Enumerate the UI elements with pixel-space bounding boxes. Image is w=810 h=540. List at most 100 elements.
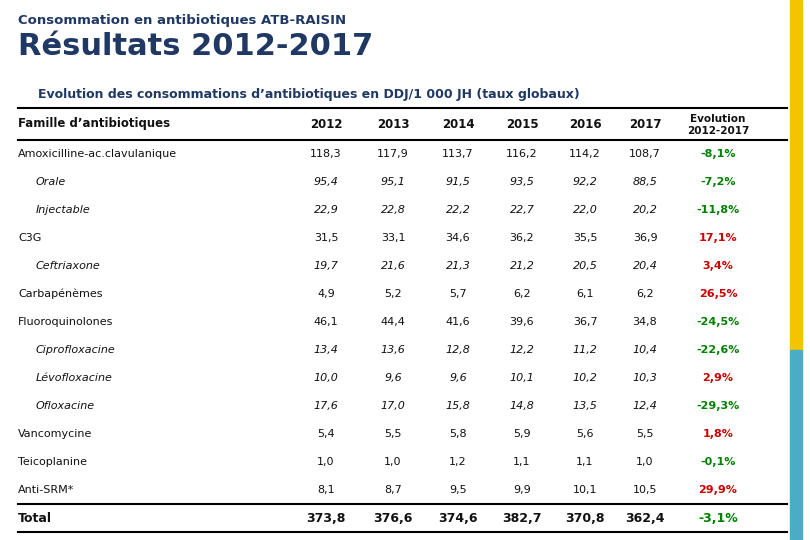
- Text: Résultats 2012-2017: Résultats 2012-2017: [18, 32, 373, 61]
- Text: Ofloxacine: Ofloxacine: [36, 401, 95, 411]
- Text: 20,2: 20,2: [633, 205, 658, 215]
- Text: -3,1%: -3,1%: [698, 511, 738, 524]
- Text: 374,6: 374,6: [438, 511, 478, 524]
- Text: Evolution des consommations d’antibiotiques en DDJ/1 000 JH (taux globaux): Evolution des consommations d’antibiotiq…: [38, 88, 580, 101]
- Text: 41,6: 41,6: [446, 317, 471, 327]
- Text: 29,9%: 29,9%: [698, 485, 737, 495]
- Text: Amoxicilline-ac.clavulanique: Amoxicilline-ac.clavulanique: [18, 149, 177, 159]
- Text: 17,0: 17,0: [381, 401, 406, 411]
- Text: 2017: 2017: [629, 118, 661, 131]
- Text: 370,8: 370,8: [565, 511, 605, 524]
- Text: 9,5: 9,5: [450, 485, 467, 495]
- Text: 39,6: 39,6: [509, 317, 535, 327]
- Text: Injectable: Injectable: [36, 205, 91, 215]
- Text: 31,5: 31,5: [313, 233, 339, 243]
- Text: 22,9: 22,9: [313, 205, 339, 215]
- Text: C3G: C3G: [18, 233, 41, 243]
- Text: 5,4: 5,4: [318, 429, 335, 439]
- Text: 9,6: 9,6: [384, 373, 402, 383]
- Text: 10,1: 10,1: [509, 373, 535, 383]
- Text: -11,8%: -11,8%: [697, 205, 740, 215]
- Text: 20,5: 20,5: [573, 261, 598, 271]
- Text: -29,3%: -29,3%: [697, 401, 740, 411]
- Text: 8,7: 8,7: [384, 485, 402, 495]
- Text: 5,7: 5,7: [450, 289, 467, 299]
- Text: 36,7: 36,7: [573, 317, 597, 327]
- Text: 5,5: 5,5: [384, 429, 402, 439]
- Text: 11,2: 11,2: [573, 345, 598, 355]
- Text: 10,1: 10,1: [573, 485, 597, 495]
- Text: 13,4: 13,4: [313, 345, 339, 355]
- Text: 2013: 2013: [377, 118, 409, 131]
- Text: Evolution: Evolution: [690, 114, 746, 124]
- Text: 95,1: 95,1: [381, 177, 406, 187]
- Text: 376,6: 376,6: [373, 511, 412, 524]
- Text: -24,5%: -24,5%: [697, 317, 740, 327]
- Text: Total: Total: [18, 511, 52, 524]
- Text: 5,9: 5,9: [514, 429, 531, 439]
- Text: 91,5: 91,5: [446, 177, 471, 187]
- Text: 9,6: 9,6: [449, 373, 467, 383]
- Text: 2016: 2016: [569, 118, 601, 131]
- Text: 1,2: 1,2: [450, 457, 467, 467]
- Text: 36,2: 36,2: [509, 233, 535, 243]
- Text: 5,6: 5,6: [576, 429, 594, 439]
- Text: Teicoplanine: Teicoplanine: [18, 457, 87, 467]
- Text: 13,6: 13,6: [381, 345, 406, 355]
- Text: 117,9: 117,9: [377, 149, 409, 159]
- Text: 5,2: 5,2: [384, 289, 402, 299]
- Text: 33,1: 33,1: [381, 233, 405, 243]
- Text: 46,1: 46,1: [313, 317, 339, 327]
- Text: 35,5: 35,5: [573, 233, 597, 243]
- Text: 116,2: 116,2: [506, 149, 538, 159]
- Text: 1,0: 1,0: [636, 457, 654, 467]
- Text: 1,0: 1,0: [384, 457, 402, 467]
- Text: 3,4%: 3,4%: [702, 261, 733, 271]
- Text: 12,2: 12,2: [509, 345, 535, 355]
- Text: 95,4: 95,4: [313, 177, 339, 187]
- Text: 1,0: 1,0: [318, 457, 335, 467]
- Text: 88,5: 88,5: [633, 177, 658, 187]
- Text: 10,5: 10,5: [633, 485, 657, 495]
- Text: Ciprofloxacine: Ciprofloxacine: [36, 345, 116, 355]
- Text: 2012-2017: 2012-2017: [687, 126, 749, 136]
- Text: 1,1: 1,1: [514, 457, 531, 467]
- Text: 14,8: 14,8: [509, 401, 535, 411]
- Text: 2012: 2012: [309, 118, 343, 131]
- Text: Famille d’antibiotiques: Famille d’antibiotiques: [18, 118, 170, 131]
- Text: 34,8: 34,8: [633, 317, 658, 327]
- Text: 2015: 2015: [505, 118, 539, 131]
- Text: 5,8: 5,8: [450, 429, 467, 439]
- Text: 26,5%: 26,5%: [699, 289, 737, 299]
- Text: 108,7: 108,7: [629, 149, 661, 159]
- Text: Fluoroquinolones: Fluoroquinolones: [18, 317, 113, 327]
- Text: 10,0: 10,0: [313, 373, 339, 383]
- Text: 92,2: 92,2: [573, 177, 598, 187]
- Text: 9,9: 9,9: [513, 485, 531, 495]
- Text: 21,6: 21,6: [381, 261, 406, 271]
- Text: 10,2: 10,2: [573, 373, 598, 383]
- Text: -22,6%: -22,6%: [697, 345, 740, 355]
- Text: 382,7: 382,7: [502, 511, 542, 524]
- Text: 6,2: 6,2: [514, 289, 531, 299]
- Text: 36,9: 36,9: [633, 233, 657, 243]
- Text: 93,5: 93,5: [509, 177, 535, 187]
- Text: 15,8: 15,8: [446, 401, 471, 411]
- Text: 12,4: 12,4: [633, 401, 658, 411]
- Text: 373,8: 373,8: [306, 511, 346, 524]
- Text: Consommation en antibiotiques ATB-RAISIN: Consommation en antibiotiques ATB-RAISIN: [18, 14, 346, 27]
- Text: 1,8%: 1,8%: [702, 429, 733, 439]
- Text: Vancomycine: Vancomycine: [18, 429, 92, 439]
- Text: 2014: 2014: [441, 118, 475, 131]
- Text: -7,2%: -7,2%: [701, 177, 735, 187]
- Text: Orale: Orale: [36, 177, 66, 187]
- Text: 5,5: 5,5: [636, 429, 654, 439]
- Text: 10,3: 10,3: [633, 373, 658, 383]
- Text: 22,8: 22,8: [381, 205, 406, 215]
- Text: 34,6: 34,6: [446, 233, 471, 243]
- Text: 22,2: 22,2: [446, 205, 471, 215]
- Text: -8,1%: -8,1%: [701, 149, 735, 159]
- Text: 8,1: 8,1: [318, 485, 335, 495]
- Text: 10,4: 10,4: [633, 345, 658, 355]
- Text: 113,7: 113,7: [442, 149, 474, 159]
